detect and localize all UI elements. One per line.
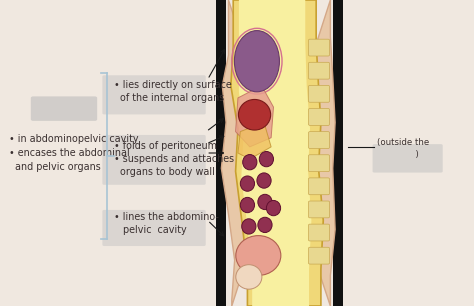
Ellipse shape [236, 236, 281, 275]
Ellipse shape [266, 200, 281, 216]
Text: • in abdominopelvic cavity
• encases the abdominal
  and pelvic organs: • in abdominopelvic cavity • encases the… [9, 134, 139, 172]
FancyBboxPatch shape [309, 39, 329, 56]
FancyBboxPatch shape [309, 132, 329, 148]
Polygon shape [221, 0, 335, 306]
FancyBboxPatch shape [102, 210, 206, 246]
Ellipse shape [258, 194, 272, 210]
FancyBboxPatch shape [102, 75, 206, 114]
Text: • lies directly on surface
  of the internal organs: • lies directly on surface of the intern… [114, 80, 231, 103]
Ellipse shape [243, 155, 257, 170]
Ellipse shape [242, 219, 256, 234]
Polygon shape [238, 122, 271, 159]
Polygon shape [236, 86, 273, 147]
Ellipse shape [240, 197, 255, 213]
FancyBboxPatch shape [309, 62, 329, 79]
Text: • lines the abdomino-
   pelvic  cavity: • lines the abdomino- pelvic cavity [114, 212, 219, 235]
Ellipse shape [259, 151, 273, 167]
FancyBboxPatch shape [309, 155, 329, 172]
Text: • folds of peritoneum
• suspends and attaches
  organs to body wall: • folds of peritoneum • suspends and att… [114, 141, 234, 177]
FancyBboxPatch shape [309, 178, 329, 195]
FancyBboxPatch shape [309, 247, 329, 264]
Ellipse shape [257, 173, 271, 188]
FancyBboxPatch shape [309, 109, 329, 125]
FancyBboxPatch shape [31, 96, 97, 121]
Text: (outside the
              ): (outside the ) [377, 138, 429, 159]
Bar [216, 0, 226, 306]
Bar [333, 0, 343, 306]
FancyBboxPatch shape [373, 144, 443, 173]
FancyBboxPatch shape [309, 85, 329, 102]
FancyBboxPatch shape [309, 224, 329, 241]
Ellipse shape [238, 99, 271, 130]
Ellipse shape [234, 31, 279, 92]
Polygon shape [239, 0, 311, 306]
Ellipse shape [258, 217, 272, 233]
Ellipse shape [240, 176, 255, 191]
Polygon shape [231, 0, 323, 306]
FancyBboxPatch shape [102, 135, 206, 185]
Ellipse shape [236, 265, 262, 289]
FancyBboxPatch shape [309, 201, 329, 218]
